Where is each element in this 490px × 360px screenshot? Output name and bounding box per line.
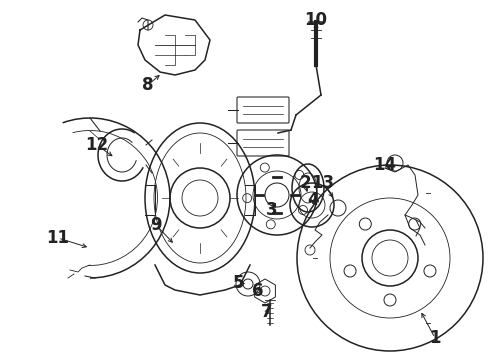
Text: 13: 13 [312, 174, 335, 192]
Text: 8: 8 [142, 76, 154, 94]
Text: 11: 11 [47, 229, 70, 247]
Text: 6: 6 [252, 282, 264, 300]
Text: 5: 5 [232, 274, 244, 292]
Text: 9: 9 [150, 216, 162, 234]
Text: 12: 12 [85, 136, 109, 154]
Text: 1: 1 [429, 329, 441, 347]
Text: 4: 4 [307, 191, 319, 209]
Text: 7: 7 [261, 303, 273, 321]
Text: 10: 10 [304, 11, 327, 29]
Text: 14: 14 [373, 156, 396, 174]
Text: 2: 2 [299, 174, 311, 192]
Text: 3: 3 [266, 201, 278, 219]
